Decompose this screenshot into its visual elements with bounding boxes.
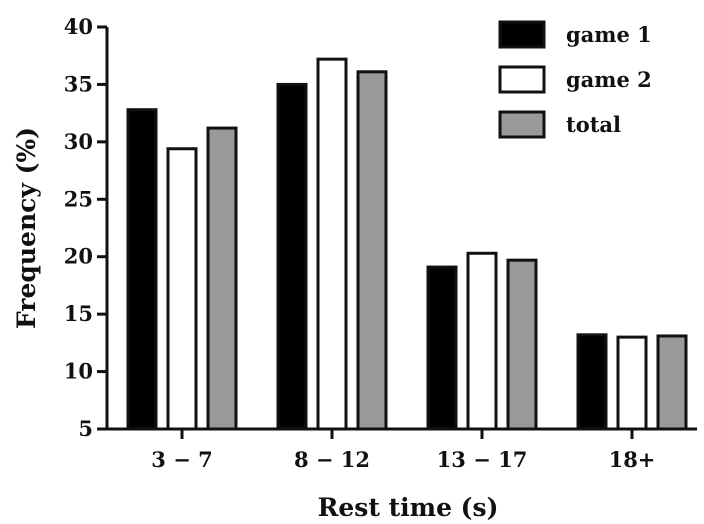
legend-label-game-2: game 2 — [566, 67, 652, 92]
legend-label-total: total — [566, 112, 621, 137]
y-axis-title: Frequency (%) — [12, 127, 41, 329]
y-ticks: 5 10 15 20 25 30 35 40 — [64, 14, 107, 441]
legend-swatch-total — [498, 110, 546, 139]
legend: game 1 game 2 total — [498, 20, 652, 139]
bar-game-2-3 — [616, 335, 648, 431]
x-ticks: 3 − 7 8 − 12 13 − 17 18+ — [151, 429, 655, 472]
y-tick-label: 15 — [64, 301, 93, 326]
y-tick-label: 20 — [64, 244, 93, 269]
bar-game-2-0 — [166, 147, 198, 431]
bar-game-1-3 — [576, 333, 608, 431]
bar-game-1-1 — [276, 82, 308, 431]
bar-game-2-2 — [466, 251, 498, 431]
x-tick-label: 13 − 17 — [437, 447, 528, 472]
x-tick-label: 8 − 12 — [294, 447, 370, 472]
legend-swatch-game-1 — [498, 20, 546, 49]
y-tick-label: 5 — [78, 416, 93, 441]
bar-total-1 — [356, 70, 388, 431]
x-tick-label: 3 − 7 — [151, 447, 212, 472]
legend-label-game-1: game 1 — [566, 22, 652, 47]
y-tick-label: 40 — [64, 14, 93, 39]
legend-swatch-game-2 — [498, 65, 546, 94]
y-tick-label: 25 — [64, 186, 93, 211]
bars-layer — [126, 57, 688, 431]
bar-total-3 — [656, 334, 688, 431]
x-tick-label: 18+ — [609, 447, 656, 472]
axes-layer — [105, 27, 697, 431]
y-tick-label: 35 — [64, 71, 93, 96]
bar-game-2-1 — [316, 57, 348, 431]
bar-total-0 — [206, 126, 238, 431]
x-axis-title: Rest time (s) — [318, 493, 499, 522]
y-tick-label: 10 — [64, 359, 93, 384]
bar-game-1-0 — [126, 108, 158, 431]
y-tick-label: 30 — [64, 129, 93, 154]
bar-game-1-2 — [426, 265, 458, 431]
bar-total-2 — [506, 258, 538, 431]
